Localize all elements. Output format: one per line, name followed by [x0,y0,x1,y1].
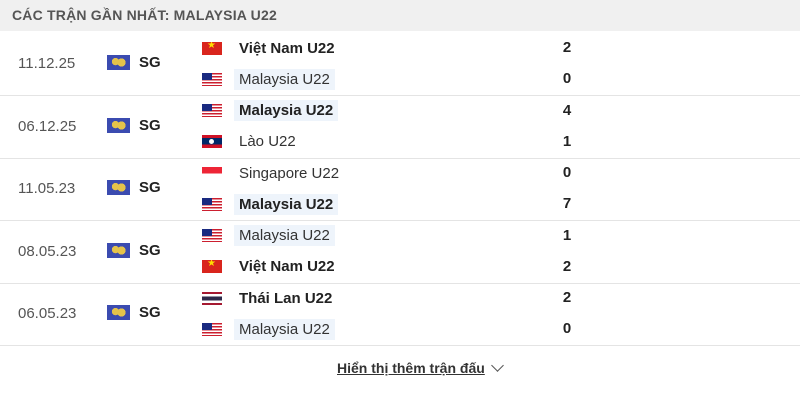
flag-la-icon [202,135,222,148]
team-name: Malaysia U22 [234,318,335,340]
team-name: Singapore U22 [239,164,340,182]
competition-label: SG [139,54,161,71]
team-name: Việt Nam U22 [239,39,335,57]
score-home: 0 [562,164,572,181]
flag-my-icon [202,72,222,86]
competition[interactable]: SG [107,242,161,259]
team-away[interactable]: Việt Nam U22 [202,255,340,279]
team-home[interactable]: Việt Nam U22 [202,36,340,60]
competition-label: SG [139,116,161,134]
score-away: 0 [562,320,572,337]
flag-my-icon [202,104,222,117]
team-home[interactable]: Malaysia U22 [202,224,335,248]
team-name: Việt Nam U22 [239,258,335,275]
match-row[interactable]: 06.05.23 SG Thái Lan U22 2 Malaysia U22 … [0,283,800,346]
flag-vn-icon [202,260,222,273]
competition[interactable]: SG [107,117,161,134]
competition[interactable]: SG [107,179,161,196]
team-home[interactable]: Malaysia U22 [202,99,339,123]
match-row[interactable]: 06.12.25 SG Malaysia U22 4 Lào U22 1 [0,96,800,159]
world-map-icon [107,242,130,258]
score-away: 0 [562,70,572,87]
team-away[interactable]: Malaysia U22 [202,192,339,216]
match-row[interactable]: 08.05.23 SG Malaysia U22 1 Việt Nam U22 … [0,221,800,284]
flag-my-icon [202,322,222,336]
section-title: CÁC TRẬN GẦN NHẤT: MALAYSIA U22 [0,0,800,31]
match-row[interactable]: 11.05.23 SG Singapore U22 0 Malaysia U22… [0,158,800,221]
flag-sg-icon [202,166,222,180]
match-date: 06.05.23 [18,305,77,322]
team-away[interactable]: Lào U22 [202,130,301,154]
show-more-link[interactable]: Hiển thị thêm trận đấu [337,360,485,376]
world-map-icon [107,55,130,70]
team-name: Malaysia U22 [234,100,339,121]
score-away: 1 [562,132,572,150]
match-date: 11.12.25 [18,55,76,72]
team-away[interactable]: Malaysia U22 [202,67,335,91]
chevron-down-icon [490,359,504,372]
flag-vn-icon [202,41,222,55]
flag-th-icon [202,291,222,305]
flag-my-icon [202,197,222,211]
score-home: 2 [562,39,572,56]
score-home: 1 [562,226,572,244]
competition-label: SG [139,304,161,321]
team-home[interactable]: Thái Lan U22 [202,286,337,310]
competition[interactable]: SG [107,54,161,71]
score-home: 2 [562,289,572,306]
score-away: 2 [562,257,572,275]
team-home[interactable]: Singapore U22 [202,161,344,185]
team-name: Lào U22 [239,133,296,150]
competition-label: SG [139,241,161,259]
show-more-button[interactable]: Hiển thị thêm trận đấu [337,359,504,376]
world-map-icon [107,305,130,320]
team-name: Malaysia U22 [234,225,335,246]
match-row[interactable]: 11.12.25 SG Việt Nam U22 2 Malaysia U22 … [0,33,800,96]
score-home: 4 [562,101,572,119]
score-away: 7 [562,195,572,212]
team-name: Malaysia U22 [234,193,339,215]
match-date: 08.05.23 [18,242,77,260]
team-away[interactable]: Malaysia U22 [202,317,335,341]
world-map-icon [107,180,130,195]
competition[interactable]: SG [107,304,161,321]
match-date: 11.05.23 [18,180,76,197]
world-map-icon [107,117,130,133]
competition-label: SG [139,179,161,196]
match-date: 06.12.25 [18,117,77,135]
team-name: Thái Lan U22 [239,289,333,307]
flag-my-icon [202,229,222,242]
team-name: Malaysia U22 [234,68,335,90]
